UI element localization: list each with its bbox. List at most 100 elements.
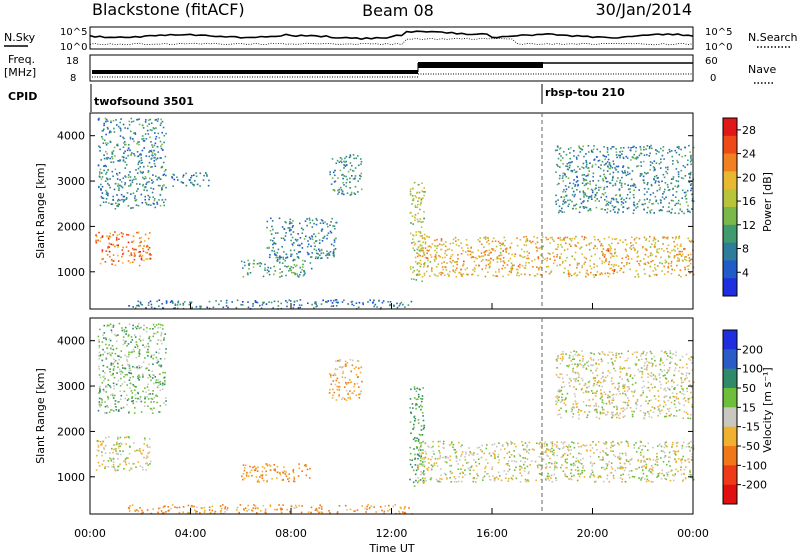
echo-cell <box>635 468 637 470</box>
echo-cell <box>127 154 130 157</box>
echo-cell <box>417 422 420 424</box>
echo-cell <box>564 190 567 193</box>
echo-cell <box>569 453 572 455</box>
echo-cell <box>556 466 558 469</box>
echo-cell <box>422 247 424 249</box>
echo-cell <box>667 267 670 269</box>
echo-cell <box>260 307 263 309</box>
echo-cell <box>107 245 110 248</box>
echo-cell <box>283 470 286 472</box>
echo-cell <box>585 237 587 239</box>
echo-cell <box>117 198 120 201</box>
echo-cell <box>113 358 115 361</box>
echo-cell <box>571 255 573 258</box>
echo-cell <box>112 244 114 246</box>
echo-cell <box>273 273 275 276</box>
echo-cell <box>652 270 655 272</box>
echo-cell <box>101 185 104 188</box>
echo-cell <box>104 444 107 447</box>
echo-cell <box>139 302 142 305</box>
echo-cell <box>658 188 661 191</box>
echo-cell <box>209 511 212 514</box>
echo-cell <box>307 511 310 513</box>
echo-cell <box>570 274 573 277</box>
echo-cell <box>603 186 606 189</box>
echo-cell <box>526 254 529 257</box>
echo-cell <box>558 177 561 180</box>
echo-cell <box>660 445 663 448</box>
echo-cell <box>637 447 640 449</box>
echo-cell <box>149 340 151 342</box>
echo-cell <box>684 400 687 402</box>
echo-cell <box>606 463 609 465</box>
echo-cell <box>415 196 418 199</box>
echo-cell <box>207 184 210 187</box>
echo-cell <box>671 446 673 448</box>
echo-cell <box>98 358 101 360</box>
echo-cell <box>97 409 100 412</box>
echo-cell <box>423 264 426 266</box>
echo-cell <box>409 398 412 400</box>
echo-cell <box>282 478 284 481</box>
echo-cell <box>477 274 479 277</box>
echo-cell <box>671 249 673 252</box>
echo-cell <box>560 155 562 157</box>
echo-cell <box>669 465 671 467</box>
echo-cell <box>218 303 220 306</box>
echo-cell <box>658 374 661 376</box>
echo-cell <box>338 385 340 388</box>
echo-cell <box>482 479 484 481</box>
echo-cell <box>519 468 521 471</box>
echo-cell <box>144 357 146 359</box>
echo-cell <box>117 366 119 368</box>
echo-cell <box>151 370 153 373</box>
echo-cell <box>354 167 357 169</box>
echo-cell <box>654 408 656 410</box>
echo-cell <box>574 272 577 274</box>
echo-cell <box>335 299 338 301</box>
echo-cell <box>116 453 118 455</box>
echo-cell <box>571 194 574 196</box>
echo-cell <box>364 507 366 510</box>
echo-cell <box>143 328 145 331</box>
echo-cell <box>602 466 605 469</box>
echo-cell <box>190 181 192 184</box>
echo-cell <box>151 154 153 156</box>
echo-cell <box>579 363 581 365</box>
echo-cell <box>689 173 692 176</box>
echo-cell <box>665 445 667 447</box>
echo-cell <box>274 469 277 472</box>
echo-cell <box>583 263 585 265</box>
echo-cell <box>106 254 109 256</box>
echo-cell <box>152 508 154 510</box>
echo-cell <box>321 511 324 514</box>
echo-cell <box>582 465 584 467</box>
echo-cell <box>316 305 318 307</box>
echo-cell <box>460 445 462 448</box>
echo-cell <box>128 334 130 336</box>
echo-cell <box>208 179 210 182</box>
echo-cell <box>110 458 113 461</box>
echo-cell <box>433 464 436 467</box>
echo-cell <box>162 307 164 309</box>
nsky-label: N.Sky <box>4 31 36 44</box>
echo-cell <box>546 257 549 260</box>
echo-cell <box>178 506 181 509</box>
echo-cell <box>126 359 128 361</box>
echo-cell <box>293 249 296 252</box>
echo-cell <box>568 382 570 384</box>
echo-cell <box>421 472 423 475</box>
echo-cell <box>156 300 158 303</box>
echo-cell <box>203 511 206 513</box>
echo-cell <box>158 352 160 354</box>
echo-cell <box>672 479 675 482</box>
echo-cell <box>519 465 521 468</box>
echo-cell <box>411 215 414 217</box>
echo-cell <box>417 440 420 442</box>
echo-cell <box>150 149 153 152</box>
echo-cell <box>628 197 631 200</box>
echo-cell <box>581 253 583 255</box>
echo-cell <box>553 452 555 454</box>
echo-cell <box>148 374 151 376</box>
echo-cell <box>419 473 422 476</box>
